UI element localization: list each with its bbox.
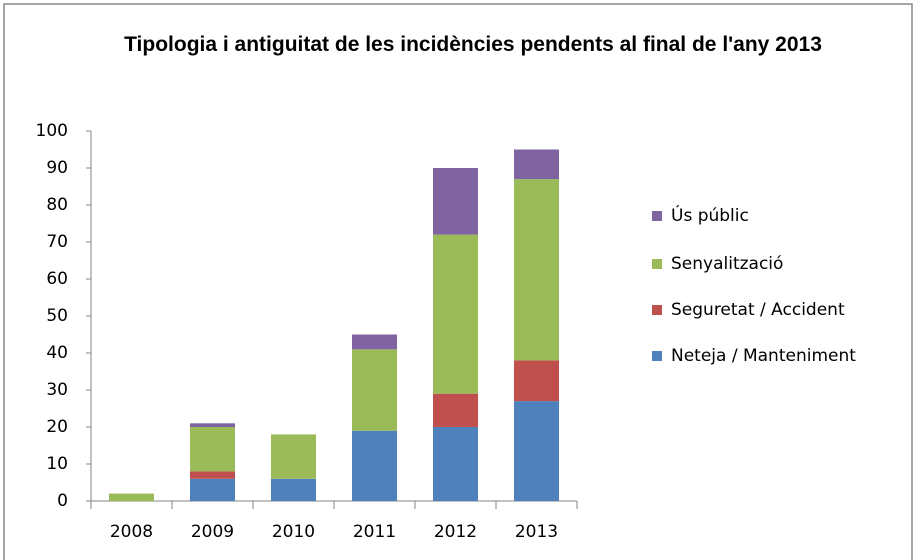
- x-tick-label: 2009: [191, 522, 234, 542]
- bar-segment: [433, 234, 478, 394]
- bar-segment: [190, 471, 235, 479]
- y-tick-label: 50: [46, 306, 68, 326]
- x-tick-label: 2008: [110, 522, 153, 542]
- y-tick-label: 30: [46, 380, 68, 400]
- y-tick-label: 20: [46, 417, 68, 437]
- bar-segment: [271, 478, 316, 501]
- bar-segment: [352, 334, 397, 350]
- legend-swatch: [652, 305, 662, 315]
- bar-segment: [433, 427, 478, 501]
- legend-label: Ús públic: [671, 204, 749, 226]
- x-tick-label: 2013: [515, 522, 558, 542]
- y-tick-label: 80: [46, 195, 68, 215]
- x-tick-label: 2010: [272, 522, 315, 542]
- bar-segment: [514, 179, 559, 361]
- y-tick-label: 10: [46, 454, 68, 474]
- bar-segment: [514, 149, 559, 180]
- bar-segment: [190, 423, 235, 427]
- bar-segment: [190, 478, 235, 501]
- legend-label: Seguretat / Accident: [671, 300, 845, 320]
- y-tick-label: 40: [46, 343, 68, 363]
- legend-label: Neteja / Manteniment: [671, 346, 856, 366]
- y-tick-label: 90: [46, 158, 68, 178]
- y-tick-label: 60: [46, 269, 68, 289]
- bar-segment: [433, 393, 478, 427]
- y-tick-label: 0: [57, 491, 68, 511]
- legend-swatch: [652, 259, 662, 269]
- x-tick-label: 2011: [353, 522, 396, 542]
- bar-segment: [514, 401, 559, 501]
- legend-swatch: [652, 351, 662, 361]
- chart-border: [3, 3, 913, 560]
- x-tick-label: 2012: [434, 522, 477, 542]
- bar-segment: [271, 434, 316, 479]
- y-tick-label: 100: [36, 121, 68, 141]
- bar-segment: [514, 360, 559, 402]
- bar-segment: [352, 430, 397, 501]
- y-tick-label: 70: [46, 232, 68, 252]
- legend-swatch: [652, 211, 662, 221]
- chart-title: Tipologia i antiguitat de les incidèncie…: [124, 33, 822, 56]
- bar-segment: [352, 349, 397, 431]
- bar-segment: [190, 427, 235, 472]
- bar-segment: [109, 493, 154, 501]
- bar-segment: [433, 168, 478, 235]
- legend-label: Senyalització: [671, 254, 783, 274]
